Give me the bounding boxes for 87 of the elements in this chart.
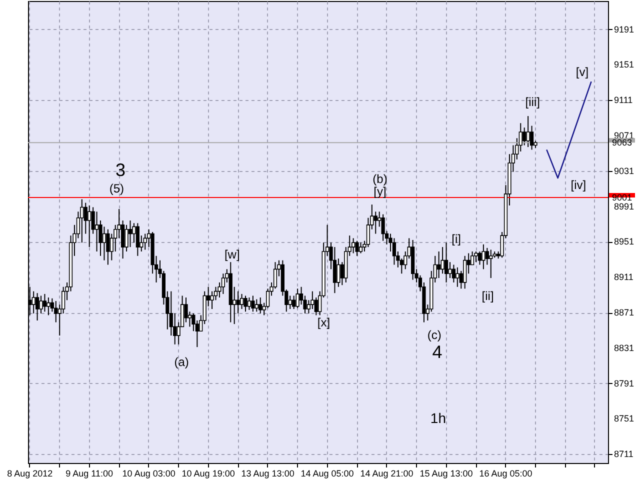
- x-tick-label: 14 Aug 21:00: [360, 468, 414, 478]
- annotation: [ii]: [482, 288, 494, 303]
- candlestick: [143, 233, 147, 250]
- y-tick-label: 8711: [614, 449, 634, 460]
- candlestick: [292, 295, 296, 310]
- ref-line-label: 9063: [612, 138, 632, 148]
- y-tick-label: 8791: [614, 378, 634, 388]
- candlestick: [42, 293, 47, 312]
- candlestick: [474, 250, 478, 263]
- candlestick: [381, 214, 385, 242]
- candlestick: [526, 116, 530, 148]
- candlestick: [251, 295, 255, 312]
- candlestick: [136, 222, 140, 256]
- candlestick: [102, 226, 106, 261]
- y-tick-label: 9191: [614, 24, 634, 34]
- candlestick: [352, 238, 356, 254]
- annotation: [iii]: [525, 95, 540, 110]
- candlestick: [463, 255, 467, 290]
- annotation: [iv]: [570, 178, 586, 192]
- x-tick-label: 9 Aug 11:00: [66, 468, 114, 478]
- annotation: 1h: [430, 410, 446, 426]
- candlestick: [478, 250, 482, 266]
- annotation: 4: [432, 342, 442, 362]
- candlestick: [247, 296, 252, 310]
- candlestick: [374, 211, 378, 234]
- candlestick: [332, 246, 337, 294]
- candlestick: [452, 264, 456, 283]
- y-tick-label: 8871: [614, 308, 634, 318]
- candlestick: [39, 295, 43, 314]
- x-tick-label: 15 Aug 13:00: [420, 468, 473, 478]
- candlestick: [310, 290, 314, 310]
- annotation: [i]: [452, 232, 461, 246]
- candlestick: [221, 273, 225, 294]
- x-tick-label: 10 Aug 19:00: [182, 468, 235, 478]
- candlestick: [244, 295, 248, 312]
- x-tick-label: 8 Aug 2012: [7, 468, 53, 478]
- candlestick: [437, 250, 441, 279]
- candlestick: [124, 224, 128, 252]
- candlestick: [236, 290, 240, 314]
- annotation: (c): [427, 328, 442, 342]
- y-tick-label: 8911: [614, 272, 634, 282]
- annotation: [v]: [576, 64, 589, 79]
- annotation: (b): [372, 172, 388, 186]
- candlestick: [448, 262, 452, 279]
- candlestick: [355, 240, 359, 256]
- candlestick: [254, 298, 258, 312]
- y-tick-label: 8991: [614, 201, 634, 212]
- y-tick-label: 9151: [614, 60, 634, 70]
- candlestick: [440, 246, 444, 274]
- candlestick: [288, 295, 292, 310]
- candlestick: [482, 244, 486, 270]
- annotation: (5): [109, 182, 124, 196]
- candlestick: [392, 238, 396, 266]
- x-tick-label: 16 Aug 05:00: [479, 468, 532, 478]
- x-tick-label: 10 Aug 03:00: [122, 468, 176, 478]
- annotation: 3: [116, 160, 126, 180]
- annotation: [x]: [317, 315, 330, 330]
- candlestick: [128, 220, 132, 248]
- candlestick: [358, 242, 363, 254]
- annotation: (a): [174, 354, 189, 369]
- candlestick: [46, 296, 50, 316]
- candlestick: [336, 258, 340, 288]
- candlestick: [210, 290, 214, 310]
- x-tick-label: 13 Aug 13:00: [241, 468, 294, 478]
- candlestick: [80, 198, 84, 244]
- y-tick-label: 9111: [614, 95, 633, 106]
- candlestick: [240, 293, 244, 310]
- y-tick-label: 8751: [614, 414, 634, 424]
- x-tick-label: 14 Aug 05:00: [300, 468, 354, 478]
- candlestick: [296, 288, 300, 309]
- candlestick: [444, 242, 448, 283]
- candlestick: [184, 296, 188, 323]
- y-tick-label: 9031: [614, 166, 634, 176]
- candlestick: [258, 296, 262, 314]
- candlestick: [106, 228, 110, 266]
- y-tick-label: 8831: [614, 342, 634, 353]
- candlestick: [32, 290, 36, 314]
- candlestick: [88, 204, 92, 248]
- candlestick: [132, 222, 136, 244]
- annotation: [w]: [224, 248, 240, 262]
- candlestick: [489, 249, 493, 279]
- candlestick: [456, 266, 460, 288]
- y-tick-label: 8951: [614, 236, 634, 247]
- candlestick: [522, 127, 526, 146]
- annotation: [y]: [374, 184, 386, 199]
- candlestick: [35, 292, 40, 322]
- candlestick: [94, 211, 99, 252]
